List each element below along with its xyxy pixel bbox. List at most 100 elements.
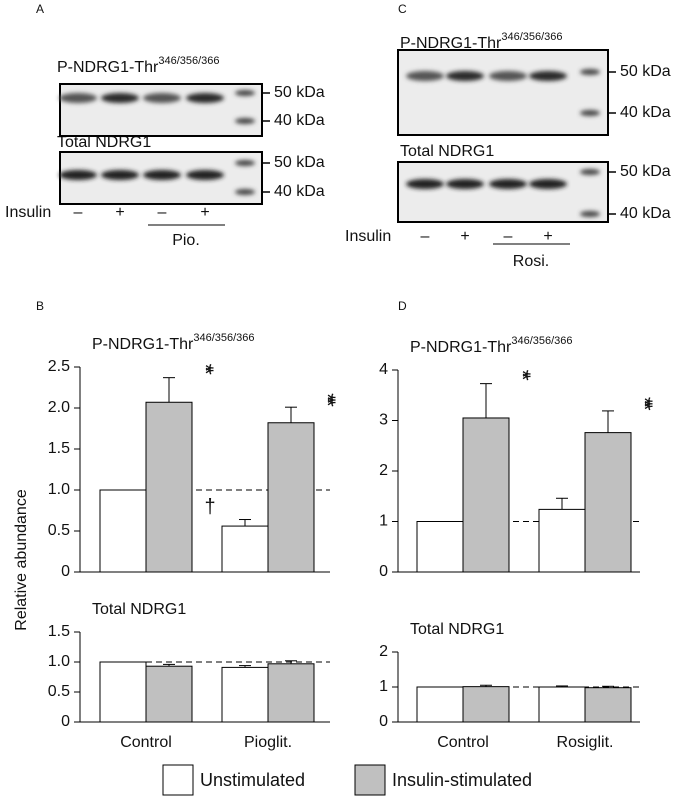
- band: [529, 71, 567, 81]
- title-superscript: 346/356/366: [193, 332, 254, 344]
- marker-label: 40 kDa: [274, 112, 325, 129]
- treatment-label: Insulin: [5, 204, 51, 221]
- legend-label: Unstimulated: [200, 770, 305, 790]
- bar: [538, 508, 586, 573]
- bar: [538, 686, 586, 723]
- band: [489, 179, 527, 189]
- panel-label: D: [398, 299, 407, 313]
- bar: [145, 401, 193, 573]
- band: [489, 71, 527, 81]
- y-tick-label: 0.5: [48, 683, 70, 700]
- band: [446, 71, 484, 81]
- marker-label: 40 kDa: [620, 104, 671, 121]
- x-tick-label: Control: [437, 734, 489, 751]
- y-tick-label: 2.0: [48, 399, 70, 416]
- y-tick-label: 4: [379, 361, 388, 378]
- band: [529, 179, 567, 189]
- y-tick-label: 0: [61, 563, 70, 580]
- title: Total NDRG1: [410, 621, 504, 638]
- title: Total NDRG1: [92, 601, 186, 618]
- lane-label: +: [460, 228, 469, 245]
- significance: †: [204, 496, 215, 518]
- band: [406, 179, 444, 189]
- lane-label: –: [158, 204, 167, 221]
- significance: ***: [315, 393, 340, 407]
- title-text: P-NDRG1-Thr: [92, 336, 194, 353]
- treatment-label: Insulin: [345, 228, 391, 245]
- title-superscript: 346/356/366: [158, 55, 219, 67]
- y-tick-label: 2: [379, 643, 388, 660]
- bar: [584, 432, 632, 573]
- marker-band: [580, 211, 600, 217]
- legend-label: Insulin-stimulated: [392, 770, 532, 790]
- y-axis-label: Relative abundance: [13, 489, 30, 631]
- title-text: Total NDRG1: [410, 621, 504, 638]
- marker-label: 40 kDa: [620, 205, 671, 222]
- bar: [584, 687, 632, 723]
- marker-band: [580, 110, 600, 116]
- y-tick-label: 0: [61, 713, 70, 730]
- legend-swatch: [162, 764, 194, 796]
- bar: [416, 521, 464, 573]
- band: [446, 179, 484, 189]
- bar: [267, 422, 315, 573]
- blot-label: Total NDRG1: [400, 143, 494, 160]
- bar: [416, 686, 464, 723]
- x-tick-label: Rosiglit.: [557, 734, 614, 751]
- marker-label: 50 kDa: [274, 84, 325, 101]
- title-text: P-NDRG1-Thr: [57, 59, 159, 76]
- band: [186, 170, 224, 180]
- bar: [267, 663, 315, 723]
- y-tick-label: 2: [379, 462, 388, 479]
- marker-band: [580, 169, 600, 175]
- blot-label: Total NDRG1: [57, 134, 151, 151]
- bar: [221, 525, 269, 573]
- y-tick-label: 0.5: [48, 522, 70, 539]
- lane-label: +: [115, 204, 124, 221]
- marker-band: [235, 189, 255, 195]
- marker-band: [580, 69, 600, 75]
- marker-label: 50 kDa: [620, 63, 671, 80]
- band: [143, 170, 181, 180]
- bar: [145, 665, 193, 723]
- title-text: P-NDRG1-Thr: [400, 35, 502, 52]
- blot: [397, 49, 609, 136]
- title: P-NDRG1-Thr346/356/366: [92, 332, 255, 353]
- blot: [59, 83, 263, 137]
- band: [143, 93, 181, 103]
- marker-band: [235, 160, 255, 166]
- y-tick-label: 3: [379, 412, 388, 429]
- panel-label: C: [398, 2, 407, 16]
- band: [186, 93, 224, 103]
- title-text: Total NDRG1: [92, 601, 186, 618]
- y-tick-label: 1.5: [48, 623, 70, 640]
- y-tick-label: 1.0: [48, 481, 70, 498]
- band: [59, 93, 97, 103]
- lane-label: –: [74, 204, 83, 221]
- lane-label: +: [200, 204, 209, 221]
- title-superscript: 346/356/366: [511, 335, 572, 347]
- x-tick-label: Pioglit.: [244, 734, 292, 751]
- bar: [462, 417, 510, 573]
- title: P-NDRG1-Thr346/356/366: [410, 335, 573, 356]
- y-tick-label: 0: [379, 563, 388, 580]
- bar: [462, 686, 510, 723]
- marker-label: 50 kDa: [620, 163, 671, 180]
- lane-label: –: [421, 228, 430, 245]
- title-superscript: 346/356/366: [501, 31, 562, 43]
- marker-label: 50 kDa: [274, 154, 325, 171]
- band: [406, 71, 444, 81]
- bar: [99, 661, 147, 723]
- y-tick-label: 1.0: [48, 653, 70, 670]
- x-tick-label: Control: [120, 734, 172, 751]
- lane-label: +: [543, 228, 552, 245]
- title: P-NDRG1-Thr346/356/366: [57, 55, 220, 76]
- marker-band: [235, 90, 255, 96]
- drug-label: Rosi.: [513, 253, 549, 270]
- panel-label: B: [36, 299, 44, 313]
- lane-label: –: [504, 228, 513, 245]
- blot: [397, 161, 609, 223]
- band: [101, 93, 139, 103]
- y-tick-label: 1.5: [48, 440, 70, 457]
